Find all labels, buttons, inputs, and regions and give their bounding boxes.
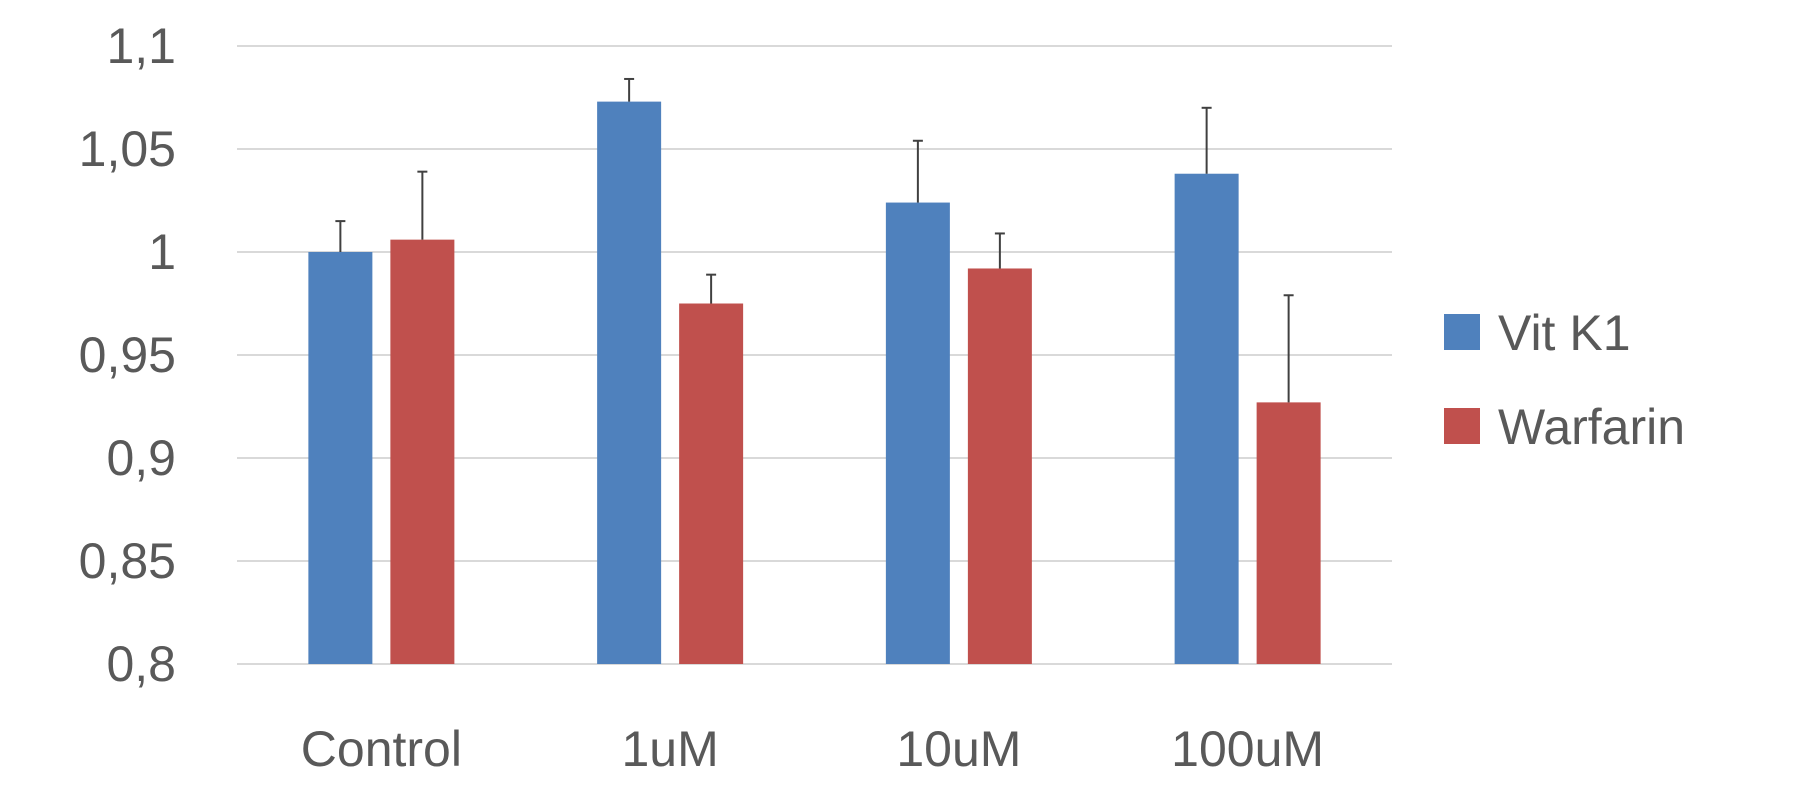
y-tick-label: 0,95 xyxy=(79,327,176,383)
bar-vit-k1-1um xyxy=(597,101,662,665)
y-tick-label: 1,05 xyxy=(79,121,176,177)
error-bars xyxy=(335,77,1294,403)
y-axis-ticks: 0,8 0,85 0,9 0,95 1 1,05 1,1 xyxy=(79,18,176,692)
bar-vit-k1-100um xyxy=(1174,173,1239,664)
y-tick-label: 0,9 xyxy=(106,430,176,486)
bar-warfarin-control xyxy=(390,239,455,664)
x-tick-label: 10uM xyxy=(896,721,1021,777)
bar-warfarin-100um xyxy=(1256,402,1321,664)
legend-swatch xyxy=(1444,408,1480,444)
bar-vit-k1-control xyxy=(308,252,373,664)
y-tick-label: 0,85 xyxy=(79,533,176,589)
x-tick-label: 100uM xyxy=(1171,721,1324,777)
x-tick-label: 1uM xyxy=(621,721,718,777)
bar-warfarin-1um xyxy=(679,303,744,664)
y-tick-label: 0,8 xyxy=(106,636,176,692)
x-axis-ticks: Control 1uM 10uM 100uM xyxy=(301,721,1324,777)
y-tick-label: 1,1 xyxy=(106,18,176,74)
legend-label: Vit K1 xyxy=(1498,305,1631,361)
x-tick-label: Control xyxy=(301,721,462,777)
legend-swatch xyxy=(1444,314,1480,350)
y-tick-label: 1 xyxy=(148,224,176,280)
legend: Vit K1 Warfarin xyxy=(1444,305,1685,455)
legend-label: Warfarin xyxy=(1498,399,1685,455)
bars xyxy=(308,101,1321,665)
bar-vit-k1-10um xyxy=(885,202,950,664)
bar-warfarin-10um xyxy=(967,268,1032,664)
